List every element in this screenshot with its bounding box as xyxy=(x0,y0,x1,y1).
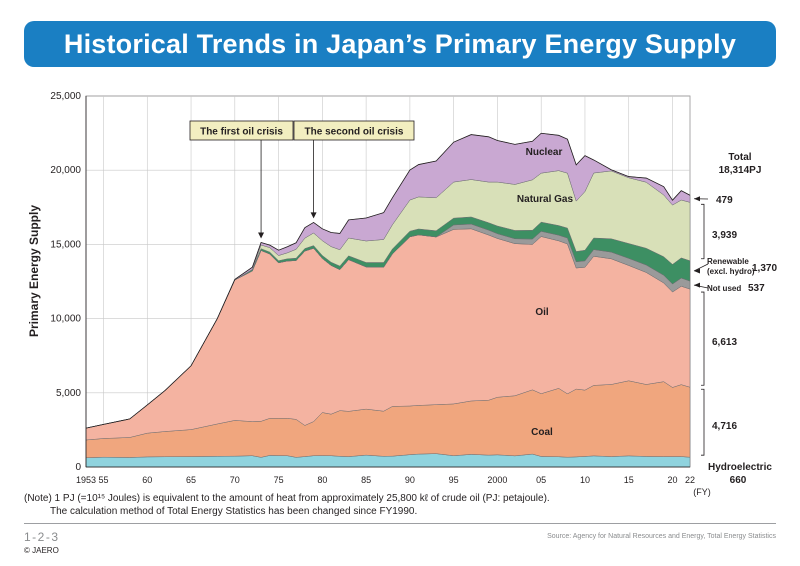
x-tick-label: 05 xyxy=(536,475,546,485)
note-line-1: (Note) 1 PJ (=10¹⁵ Joules) is equivalent… xyxy=(24,493,550,504)
x-tick-label: 60 xyxy=(142,475,152,485)
natural-gas-bracket xyxy=(701,203,705,260)
y-tick-label: 15,000 xyxy=(50,239,81,250)
oil-bracket xyxy=(701,291,705,386)
y-tick-label: 10,000 xyxy=(50,314,81,325)
label-oil: Oil xyxy=(535,307,549,318)
total-value: 18,314PJ xyxy=(719,165,762,176)
y-tick-label: 20,000 xyxy=(50,165,81,176)
x-tick-label: 85 xyxy=(361,475,371,485)
x-tick-label: 10 xyxy=(580,475,590,485)
renewable-arrow xyxy=(693,263,709,272)
title-banner: Historical Trends in Japan’s Primary Ene… xyxy=(24,21,776,67)
hydro-label: Hydroelectric xyxy=(708,462,772,473)
y-tick-label: 0 xyxy=(75,462,81,473)
label-natural-gas: Natural Gas xyxy=(517,194,574,205)
not-used-label: Not used xyxy=(707,284,741,293)
source-text: Source: Agency for Natural Resources and… xyxy=(547,533,776,540)
x-tick-label: 70 xyxy=(230,475,240,485)
x-tick-label: 55 xyxy=(98,475,108,485)
total-label: Total xyxy=(728,152,751,163)
annotation-text: The second oil crisis xyxy=(305,127,404,138)
x-tick-label: 1953 xyxy=(76,475,96,485)
renewable-arrow-head xyxy=(694,268,700,274)
nuclear-value: 479 xyxy=(716,195,733,206)
annotation-box xyxy=(189,120,294,141)
x-tick-label: 20 xyxy=(667,475,677,485)
x-tick-label: 95 xyxy=(449,475,459,485)
x-tick-label: 65 xyxy=(186,475,196,485)
y-tick-label: 5,000 xyxy=(56,388,81,399)
x-tick-label: 80 xyxy=(317,475,327,485)
copyright-text: © JAERO xyxy=(24,546,59,555)
footer-divider xyxy=(24,523,776,524)
label-nuclear: Nuclear xyxy=(526,147,563,158)
x-tick-label: 75 xyxy=(274,475,284,485)
note-line-2: The calculation method of Total Energy S… xyxy=(50,506,418,517)
coal-bracket xyxy=(701,388,705,456)
x-tick-label: 15 xyxy=(624,475,634,485)
natural-gas-value: 3,939 xyxy=(712,230,737,241)
not-used-arrow-head xyxy=(694,282,700,288)
renewable-sublabel: (excl. hydro) xyxy=(707,267,755,276)
nuclear-arrow-head xyxy=(694,196,700,202)
figure-number: 1-2-3 xyxy=(24,530,60,544)
y-tick-label: 25,000 xyxy=(50,91,81,102)
x-tick-label: 90 xyxy=(405,475,415,485)
annotation-box xyxy=(293,120,415,141)
renewable-value: 1,370 xyxy=(752,263,777,274)
annotation-arrowhead xyxy=(258,232,265,239)
annotation-arrowhead xyxy=(310,212,317,219)
label-coal: Coal xyxy=(531,427,553,438)
x-tick-label: 22 xyxy=(685,475,695,485)
hydro-value: 660 xyxy=(730,475,747,486)
total-line xyxy=(85,132,691,429)
renewable-label: Renewable xyxy=(707,257,749,266)
x-tick-label: 2000 xyxy=(487,475,507,485)
chart-title: Historical Trends in Japan’s Primary Ene… xyxy=(63,28,737,59)
coal-value: 4,716 xyxy=(712,421,737,432)
oil-value: 6,613 xyxy=(712,337,737,348)
x-unit-label: (FY) xyxy=(693,487,711,497)
not-used-value: 537 xyxy=(748,283,765,294)
annotation-text: The first oil crisis xyxy=(200,127,283,138)
